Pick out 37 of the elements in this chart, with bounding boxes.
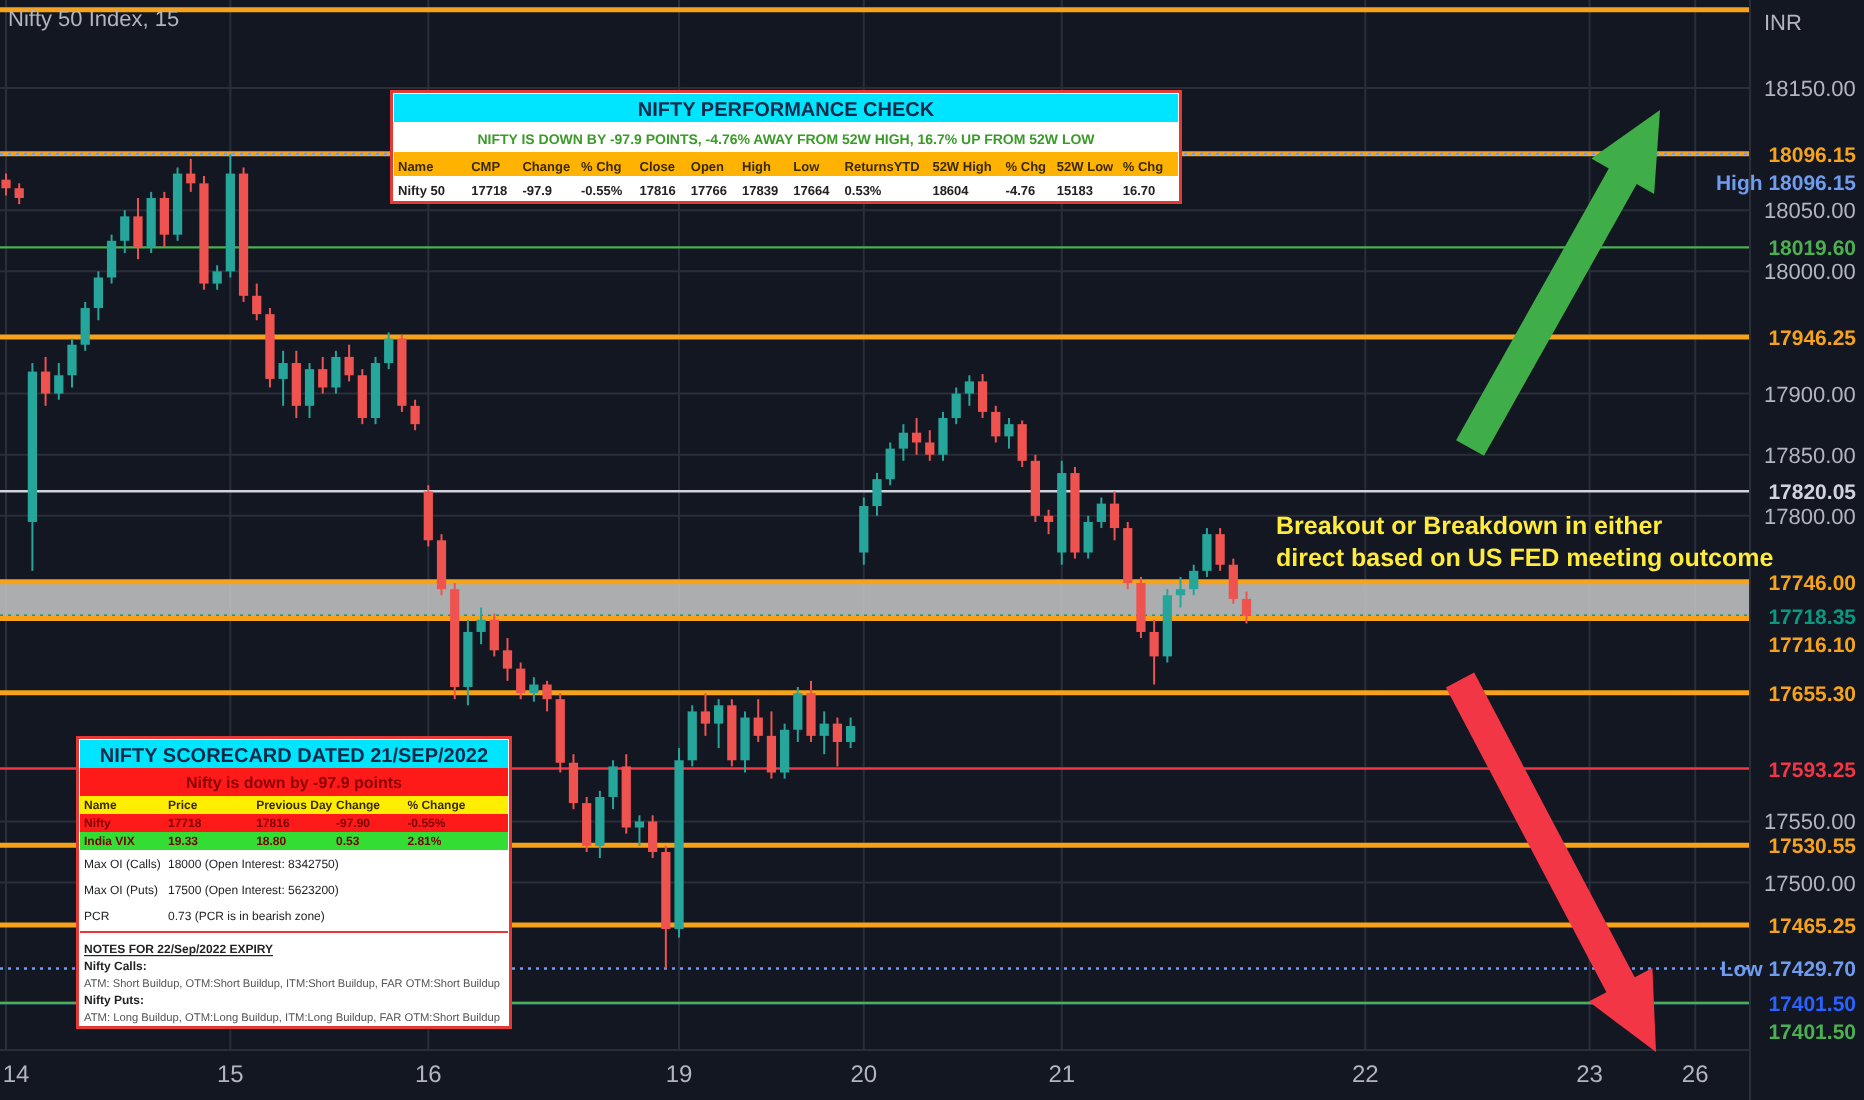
x-tick-label: 22 [1351, 1060, 1380, 1088]
ref-line-label: 17746.00 [1768, 571, 1857, 596]
y-tick-label: 17850.00 [1764, 444, 1856, 469]
ref-line-label: 18096.15 [1768, 143, 1857, 168]
x-tick-label: 15 [216, 1060, 245, 1088]
ref-line-label: Low 17429.70 [1720, 958, 1857, 983]
x-tick-label: 19 [665, 1060, 694, 1088]
x-tick-label: 26 [1681, 1060, 1710, 1088]
y-tick-label: 17500.00 [1764, 872, 1856, 897]
y-tick-label: 18000.00 [1764, 261, 1856, 286]
ref-line-label: 17718.35 [1768, 605, 1857, 630]
y-tick-label: 18050.00 [1764, 200, 1856, 225]
x-tick-label: 16 [414, 1060, 443, 1088]
ref-line-label: 17820.05 [1768, 481, 1857, 506]
ref-line-label: 17401.50 [1768, 1020, 1857, 1045]
ref-line-label: 17655.30 [1768, 682, 1857, 707]
ref-line-label: 17593.25 [1768, 758, 1857, 783]
x-tick-label: 21 [1048, 1060, 1076, 1088]
ref-line-label: High 18096.15 [1715, 171, 1857, 196]
ref-line-label: 18019.60 [1768, 237, 1857, 262]
chart-title: Nifty 50 Index, 15 [8, 8, 180, 32]
y-axis-title: INR [1764, 12, 1802, 36]
x-tick-label: 20 [850, 1060, 878, 1088]
ref-line-label: 17946.25 [1768, 327, 1857, 352]
ref-line-label: 17465.25 [1768, 915, 1857, 940]
x-tick-label: 23 [1576, 1060, 1604, 1088]
y-tick-label: 18150.00 [1764, 78, 1856, 103]
ref-line-label: 17530.55 [1768, 835, 1857, 860]
y-tick-label: 17900.00 [1764, 383, 1856, 408]
ref-line-label: 17401.50 [1768, 992, 1857, 1017]
y-tick-label: 17550.00 [1764, 811, 1856, 836]
y-tick-label: 17800.00 [1764, 505, 1856, 530]
text: NIFTY SCORECARD DATED 21/SEP/2022 [99, 746, 489, 768]
text: NIFTY PERFORMANCE CHECK [637, 100, 936, 122]
x-tick-label: 14 [2, 1060, 30, 1088]
ref-line-label: 17716.10 [1768, 633, 1857, 658]
text: Nifty is down by -97.9 points [185, 774, 404, 792]
